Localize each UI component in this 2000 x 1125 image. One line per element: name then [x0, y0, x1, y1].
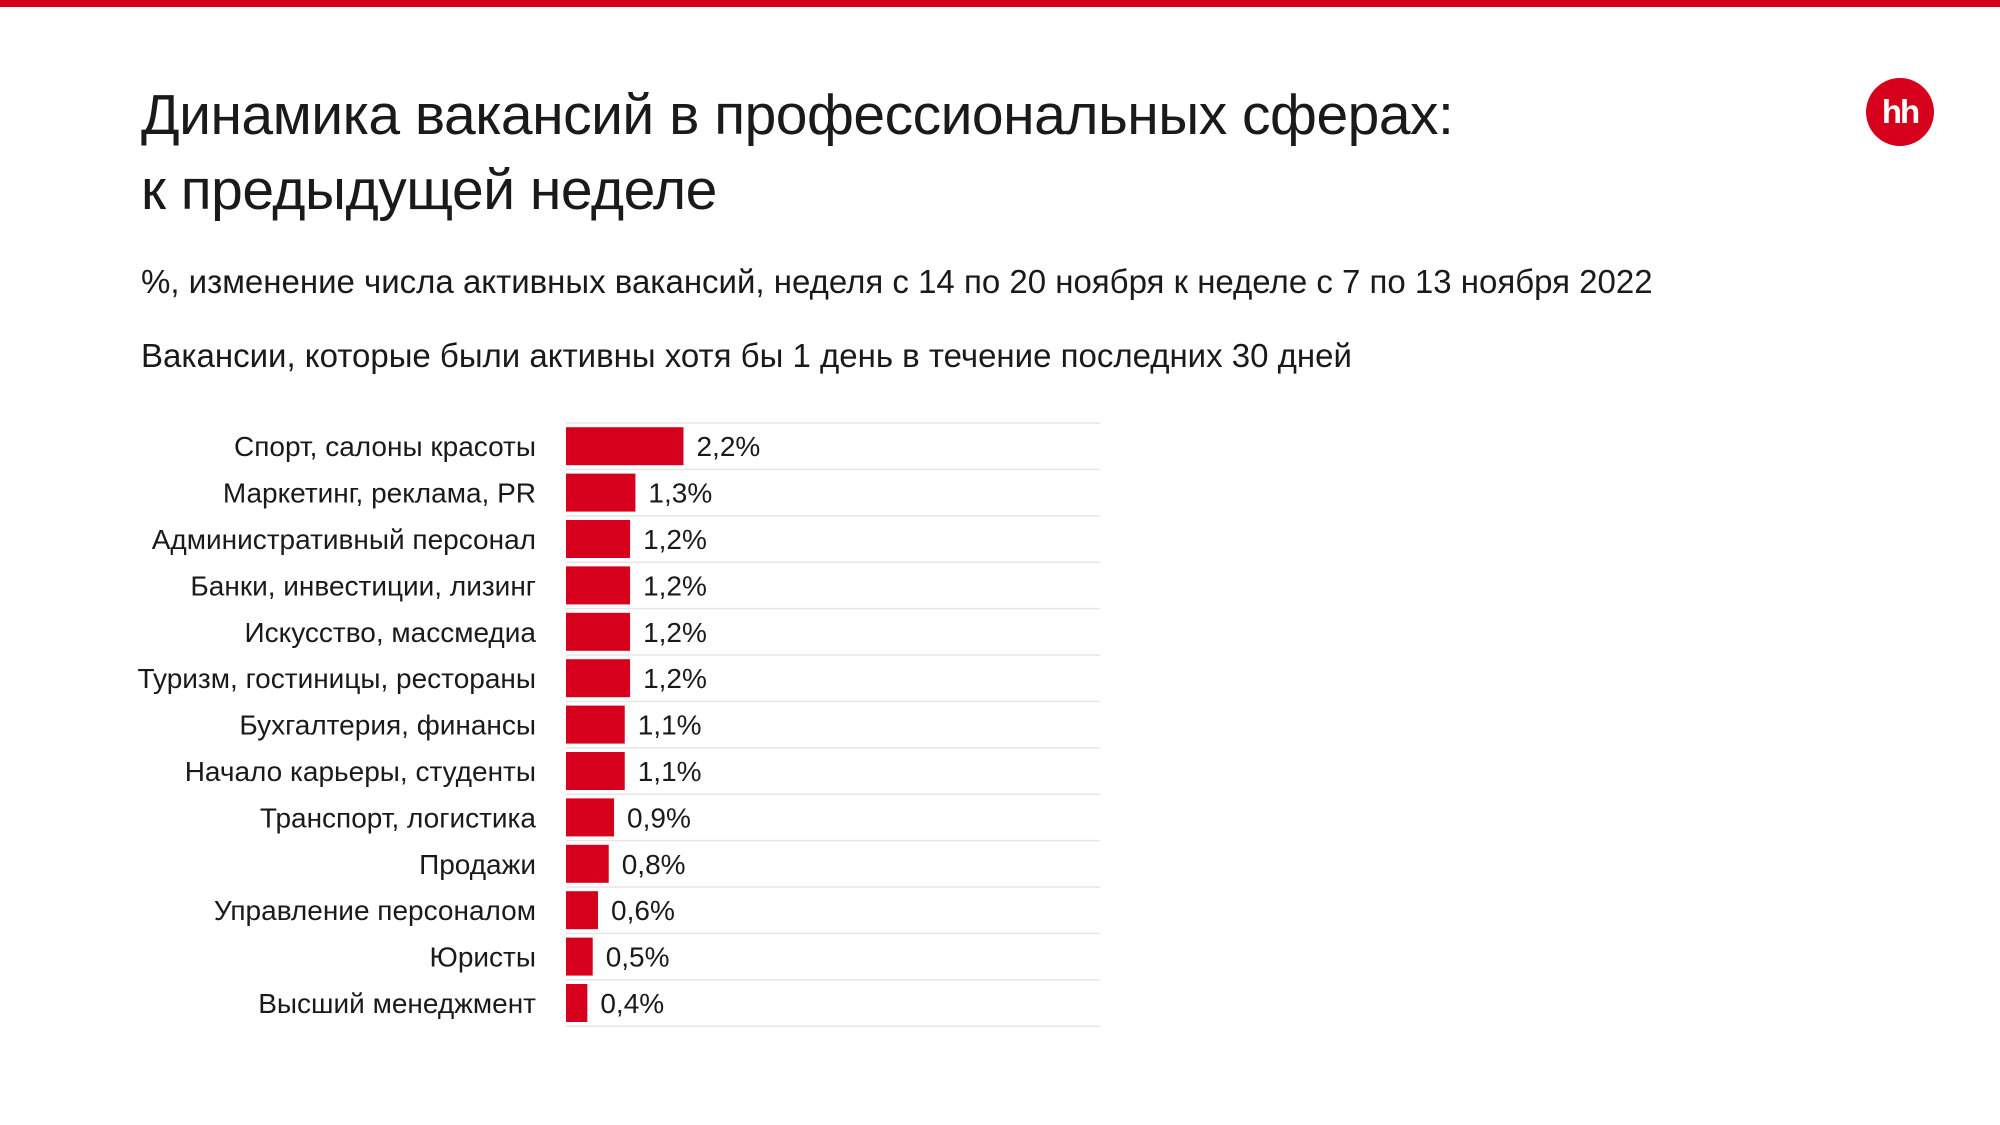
bar	[566, 659, 631, 698]
category-label: Транспорт, логистика	[260, 802, 537, 833]
bar	[566, 844, 609, 883]
chart-subtitle: %, изменение числа активных вакансий, не…	[141, 263, 1653, 300]
bar	[566, 612, 631, 651]
title-line-2: к предыдущей неделе	[141, 158, 717, 222]
bar	[566, 891, 599, 930]
top-accent-bar	[0, 0, 2000, 7]
hh-logo: hh	[1866, 78, 1934, 146]
category-label: Административный персонал	[152, 524, 536, 555]
value-label: 2,2%	[696, 431, 760, 462]
bar	[566, 520, 631, 558]
value-label: 1,3%	[648, 478, 712, 509]
page-title: Динамика вакансий в профессиональных сфе…	[141, 78, 1454, 228]
bar	[566, 984, 588, 1022]
value-label: 1,2%	[643, 617, 707, 648]
value-label: 1,2%	[643, 570, 707, 601]
chart-note: Вакансии, которые были активны хотя бы 1…	[141, 337, 1352, 374]
bar	[566, 427, 684, 466]
category-label: Банки, инвестиции, лизинг	[190, 570, 536, 601]
category-label: Спорт, салоны красоты	[234, 431, 536, 462]
category-label: Туризм, гостиницы, рестораны	[138, 663, 537, 694]
value-label: 1,2%	[643, 524, 707, 555]
category-label: Юристы	[430, 942, 536, 973]
bar	[566, 566, 631, 605]
category-label: Маркетинг, реклама, PR	[223, 478, 536, 509]
bar	[566, 473, 636, 512]
category-label: Продажи	[419, 849, 536, 880]
value-label: 1,1%	[638, 710, 702, 741]
value-label: 0,6%	[611, 895, 675, 926]
title-line-1: Динамика вакансий в профессиональных сфе…	[141, 83, 1454, 147]
bar	[566, 798, 615, 837]
value-label: 0,5%	[606, 942, 670, 973]
bar	[566, 752, 625, 790]
category-label: Управление персоналом	[214, 895, 536, 926]
category-label: Искусство, массмедиа	[245, 617, 537, 648]
value-label: 1,1%	[638, 756, 702, 787]
value-label: 0,8%	[622, 849, 686, 880]
bar	[566, 937, 593, 976]
category-label: Начало карьеры, студенты	[185, 756, 536, 787]
bar	[566, 705, 625, 744]
value-label: 0,9%	[627, 802, 691, 833]
value-label: 1,2%	[643, 663, 707, 694]
category-label: Бухгалтерия, финансы	[239, 710, 536, 741]
value-label: 0,4%	[600, 988, 664, 1019]
category-label: Высший менеджмент	[258, 988, 536, 1019]
